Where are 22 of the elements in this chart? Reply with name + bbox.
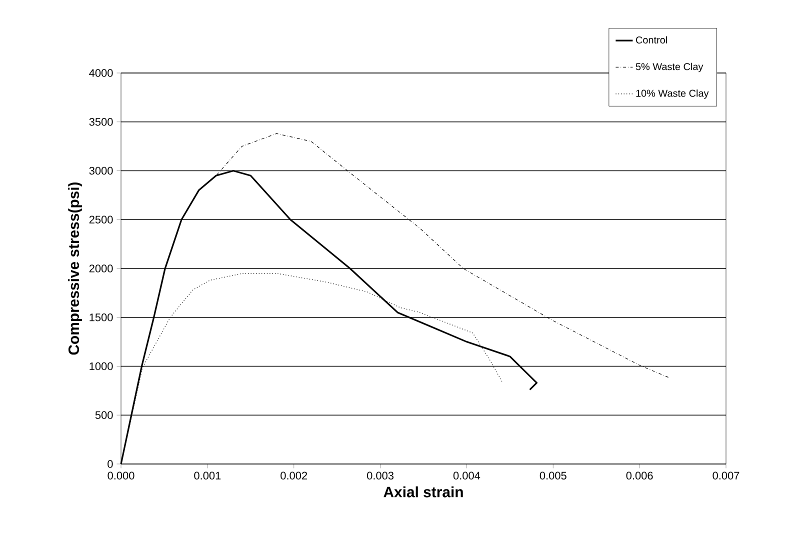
legend-label: 5% Waste Clay [636,62,704,72]
y-tick-label: 1500 [90,313,113,322]
y-tick-label: 3000 [89,166,113,175]
y-tick-label: 2000 [89,264,113,272]
x-axis-title: Axial strain [384,486,463,498]
x-tick-label: 0.006 [626,472,653,480]
y-tick-label: 500 [95,411,113,419]
x-tick-label: 0.001 [194,472,221,480]
legend-label: 10% Waste Clay [636,89,709,99]
legend-label: Control [636,36,667,44]
x-tick-label: 0.004 [453,472,480,480]
x-tick-label: 0.007 [712,472,740,480]
x-tick-label: 0.002 [280,472,308,480]
y-tick-label: 0 [108,460,113,468]
y-axis-title: Compressive stress(psi) [68,182,82,355]
x-tick-label: 0.005 [540,472,566,480]
y-tick-label: 4000 [89,69,113,77]
y-tick-label: 3500 [89,118,113,126]
y-tick-label: 1000 [90,362,113,370]
x-tick-label: 0.000 [108,472,134,480]
x-tick-label: 0.003 [367,472,394,480]
y-tick-label: 2500 [89,216,113,224]
